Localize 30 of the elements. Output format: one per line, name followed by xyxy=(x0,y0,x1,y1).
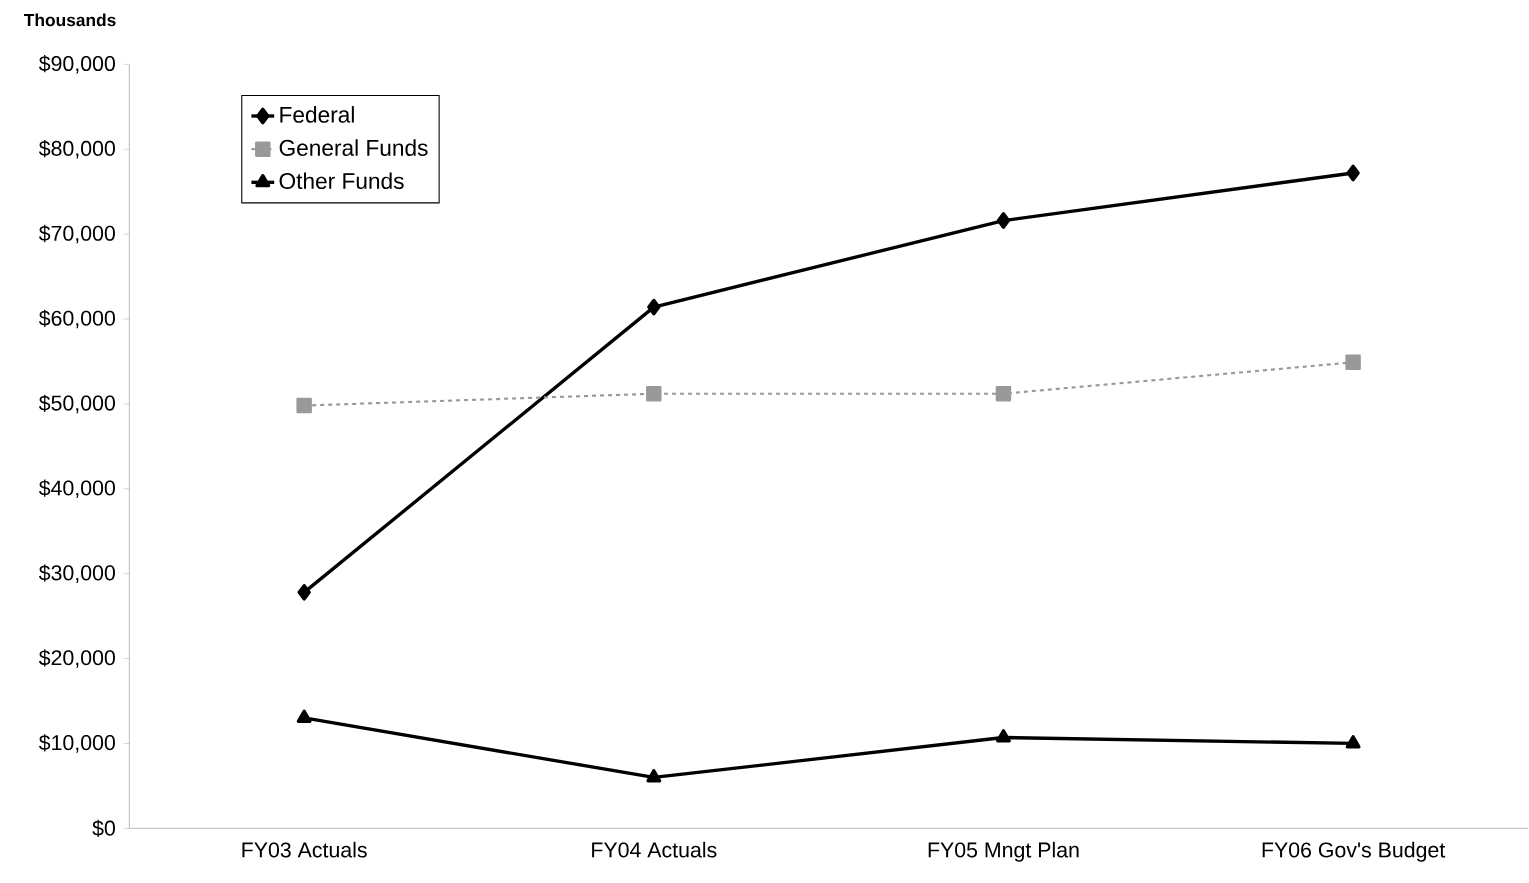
legend-label: Federal xyxy=(280,106,354,123)
point xyxy=(647,298,661,316)
y-tick-label: $10,000 xyxy=(38,734,115,753)
y-tick-label: $30,000 xyxy=(38,564,115,583)
point xyxy=(996,212,1011,229)
x-tick-label: FY04 Actuals xyxy=(592,841,717,858)
y-tick-label: $40,000 xyxy=(38,479,115,499)
y-tick-label: $20,000 xyxy=(38,649,115,668)
point xyxy=(646,385,662,402)
x-tick-label: FY06 Gov's Budget xyxy=(1262,841,1446,862)
y-tick-label: $0 xyxy=(92,819,115,837)
legend-label: Other Funds xyxy=(279,172,404,190)
y-tick-label: $50,000 xyxy=(38,394,115,414)
x-tick-label: FY05 Mngt Plan xyxy=(928,841,1079,862)
point xyxy=(296,397,312,414)
point xyxy=(1346,164,1360,182)
point xyxy=(1345,735,1361,749)
y-tick-label: $70,000 xyxy=(38,224,115,244)
y-axis-title: Thousands xyxy=(24,13,116,27)
point xyxy=(646,769,662,783)
point xyxy=(996,729,1011,743)
y-tick-label: $90,000 xyxy=(38,55,115,74)
x-tick-label: FY03 Actuals xyxy=(242,841,367,858)
y-tick-label: $60,000 xyxy=(38,309,115,329)
point xyxy=(297,584,311,601)
y-tick-label: $80,000 xyxy=(38,139,115,159)
point xyxy=(995,385,1012,402)
point xyxy=(1345,354,1361,371)
legend-label: General Funds xyxy=(279,139,428,156)
point xyxy=(296,709,312,723)
